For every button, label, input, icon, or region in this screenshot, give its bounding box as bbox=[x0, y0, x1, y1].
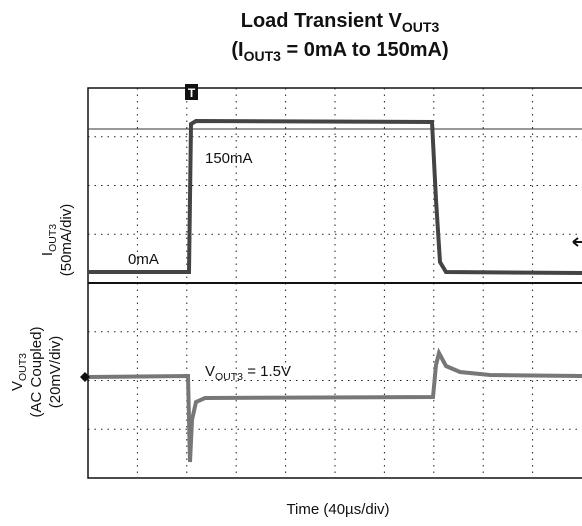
ch1-name: IOUT3 bbox=[39, 224, 59, 256]
vout-main: V bbox=[205, 363, 215, 380]
ch2-sub: OUT3 bbox=[17, 353, 29, 381]
ch2-coupling: (AC Coupled) bbox=[28, 327, 45, 418]
chart-title: Load Transient VOUT3 bbox=[241, 10, 440, 35]
voltage-trace bbox=[87, 347, 582, 463]
ch1-main: I bbox=[39, 252, 56, 256]
trigger-marker: T bbox=[188, 86, 196, 100]
ch2-marker bbox=[80, 372, 90, 382]
ch1-scale: (50mA/div) bbox=[58, 204, 75, 277]
subtitle-sub: OUT3 bbox=[244, 48, 282, 64]
ch2-label: VOUT3 (AC Coupled) (20mV/div) bbox=[9, 327, 64, 418]
ch1-label: IOUT3 (50mA/div) bbox=[39, 204, 75, 277]
vout-sub: OUT3 bbox=[215, 371, 243, 383]
title-text: Load Transient V bbox=[241, 10, 403, 32]
ch2-name: VOUT3 bbox=[9, 353, 29, 391]
ch2-main: V bbox=[9, 381, 26, 391]
vout-rest: = 1.5V bbox=[243, 363, 291, 380]
x-axis-label: Time (40µs/div) bbox=[286, 501, 389, 518]
trigger-marker-box bbox=[185, 84, 198, 100]
subtitle-open: (I bbox=[231, 39, 243, 61]
chart-subtitle: (IOUT3 = 0mA to 150mA) bbox=[231, 39, 448, 64]
ch1-sub: OUT3 bbox=[47, 224, 59, 252]
title-sub: OUT3 bbox=[402, 19, 440, 35]
current-trace bbox=[88, 118, 582, 275]
ch2-scale: (20mV/div) bbox=[47, 336, 64, 409]
level-arrow bbox=[572, 237, 582, 247]
annotation-low: 0mA bbox=[128, 251, 159, 268]
annotation-vout: VOUT3 = 1.5V bbox=[205, 363, 291, 383]
annotation-high: 150mA bbox=[205, 150, 253, 167]
subtitle-rest: = 0mA to 150mA) bbox=[281, 39, 449, 61]
